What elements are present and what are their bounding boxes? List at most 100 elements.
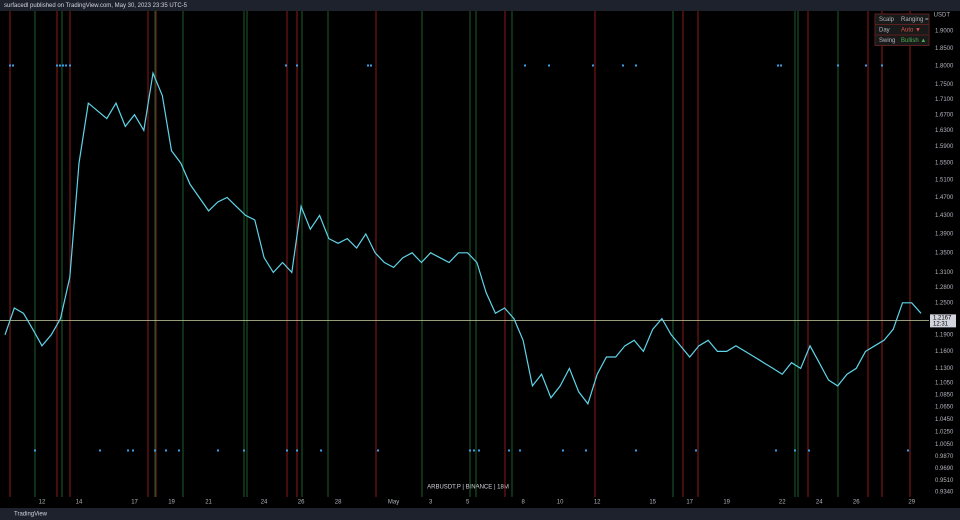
signal-dot: [585, 449, 587, 452]
x-tick-label: 15: [649, 500, 656, 506]
y-tick-label: 0.9690: [935, 466, 954, 472]
y-unit: USDT: [934, 13, 951, 19]
x-tick-label: 8: [521, 500, 525, 506]
signal-dot: [377, 449, 379, 452]
signal-dot: [243, 449, 245, 452]
y-tick-label: 1.0850: [935, 392, 954, 398]
signal-dot: [127, 449, 129, 452]
signal-dot: [132, 449, 134, 452]
signal-dot: [367, 64, 369, 67]
x-tick-label: 24: [261, 500, 268, 506]
signal-dot: [592, 64, 594, 67]
y-tick-label: 1.3100: [935, 270, 954, 276]
y-tick-label: 1.8500: [935, 46, 954, 52]
x-tick-label: 12: [594, 500, 601, 506]
signal-dot: [69, 64, 71, 67]
signal-dot: [695, 449, 697, 452]
y-tick-label: 1.5100: [935, 178, 954, 184]
signal-dot: [780, 64, 782, 67]
table-label: Day: [879, 27, 890, 33]
y-tick-label: 1.0650: [935, 404, 954, 410]
x-tick-label: 17: [131, 500, 138, 506]
header-bar: [0, 0, 960, 11]
y-tick-label: 1.3500: [935, 250, 954, 256]
y-tick-label: 1.7100: [935, 97, 954, 103]
signal-dot: [548, 64, 550, 67]
signal-dot: [154, 449, 156, 452]
y-tick-label: 1.1900: [935, 332, 954, 338]
x-tick-label: 22: [779, 500, 786, 506]
signal-dot: [478, 449, 480, 452]
signal-lines: [9, 11, 911, 497]
signal-dot: [777, 64, 779, 67]
y-tick-label: 1.4700: [935, 195, 954, 201]
signal-dot: [635, 449, 637, 452]
x-tick-label: 3: [429, 500, 433, 506]
signal-dot: [881, 64, 883, 67]
y-tick-label: 0.9510: [935, 478, 954, 484]
x-tick-label: 10: [557, 500, 564, 506]
y-tick-label: 1.2800: [935, 285, 954, 291]
y-tick-label: 1.6700: [935, 112, 954, 118]
signal-dot: [808, 449, 810, 452]
signal-dot: [165, 449, 167, 452]
signal-dot: [635, 64, 637, 67]
signal-dot: [907, 449, 909, 452]
y-tick-label: 0.9340: [935, 490, 954, 496]
y-tick-label: 1.1300: [935, 366, 954, 372]
signal-dot: [65, 64, 67, 67]
x-tick-label: 26: [853, 500, 860, 506]
x-tick-label: 14: [76, 500, 83, 506]
table-label: Swing: [879, 38, 895, 44]
last-price-label: 1.2167: [933, 315, 952, 321]
y-tick-label: 1.0450: [935, 417, 954, 423]
price-line: [4, 71, 922, 406]
x-tick-label: May: [388, 500, 399, 506]
y-tick-label: 1.0050: [935, 442, 954, 448]
signal-dot: [286, 449, 288, 452]
x-tick-label: 19: [168, 500, 175, 506]
signal-dot: [865, 64, 867, 67]
signal-dot: [775, 449, 777, 452]
signal-dot: [519, 449, 521, 452]
y-tick-label: 1.8000: [935, 64, 954, 70]
signal-dot: [34, 449, 36, 452]
y-tick-label: 1.2500: [935, 300, 954, 306]
signal-dot: [837, 64, 839, 67]
table-status: Ranging =: [901, 17, 929, 23]
signal-dot: [217, 449, 219, 452]
y-tick-label: 1.3900: [935, 231, 954, 237]
signal-dot: [320, 449, 322, 452]
signal-dot: [469, 449, 471, 452]
signal-dot: [12, 64, 14, 67]
x-tick-label: 21: [205, 500, 212, 506]
y-tick-label: 1.9000: [935, 28, 954, 34]
signal-dot: [178, 449, 180, 452]
signal-dot: [9, 64, 11, 67]
countdown: 12:31: [933, 321, 949, 327]
signal-dot: [370, 64, 372, 67]
x-tick-label: 5: [466, 500, 470, 506]
signal-dot: [794, 449, 796, 452]
x-tick-label: 29: [908, 500, 915, 506]
x-tick-label: 24: [816, 500, 823, 506]
footer-bar: [0, 508, 960, 520]
y-tick-label: 0.9870: [935, 454, 954, 460]
y-tick-label: 1.0250: [935, 429, 954, 435]
table-status: Auto ▼: [901, 27, 921, 33]
x-tick-label: 17: [686, 500, 693, 506]
header: surfacedl published on TradingView.com, …: [4, 3, 188, 9]
plot-background: [0, 11, 960, 508]
signal-dot: [62, 64, 64, 67]
x-tick-label: 12: [39, 500, 46, 506]
y-tick-label: 1.5500: [935, 161, 954, 167]
table-label: Scalp: [879, 17, 895, 23]
y-tick-label: 1.1600: [935, 349, 954, 355]
y-tick-label: 1.5900: [935, 144, 954, 150]
y-tick-label: 1.7500: [935, 82, 954, 88]
watermark: ARBUSDT.P | BINANCE | 18M: [427, 485, 509, 491]
signal-dot: [562, 449, 564, 452]
signal-dot: [296, 64, 298, 67]
